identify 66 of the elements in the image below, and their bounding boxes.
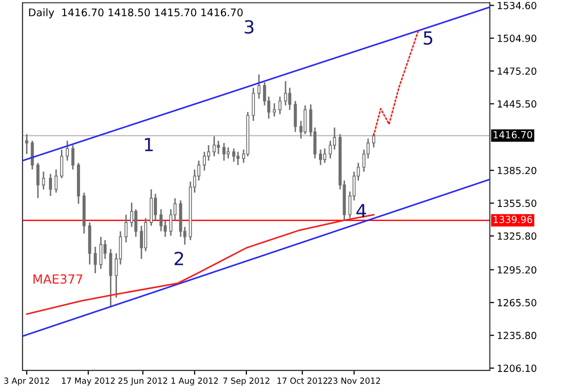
candlestick bbox=[159, 208, 163, 232]
y-tick-label: 1355.50 bbox=[498, 200, 536, 207]
candlestick bbox=[140, 225, 143, 260]
candlestick bbox=[288, 87, 292, 111]
candlestick bbox=[36, 162, 40, 199]
y-tick-label: 1534.60 bbox=[498, 2, 536, 10]
candlestick bbox=[212, 136, 216, 157]
candlestick bbox=[323, 148, 326, 164]
candlestick bbox=[272, 102, 276, 118]
annotation: 2 bbox=[174, 252, 183, 266]
y-tick-label: 1265.50 bbox=[498, 299, 536, 306]
annotation: 5 bbox=[424, 31, 432, 45]
x-tick-label: 23 Nov 2012 bbox=[328, 378, 380, 384]
candlestick bbox=[94, 246, 97, 274]
candlestick bbox=[60, 148, 64, 180]
candlestick bbox=[42, 170, 46, 190]
candlestick bbox=[134, 208, 138, 238]
candlestick bbox=[232, 148, 236, 162]
x-tick-label: 1 Aug 2012 bbox=[171, 378, 218, 386]
candlestick bbox=[304, 104, 307, 135]
candlestick bbox=[71, 144, 74, 170]
candlestick bbox=[332, 126, 336, 150]
candlestick bbox=[124, 214, 128, 244]
annotation: 1 bbox=[144, 138, 153, 152]
text: Daily 1416.70 1418.50 1415.70 1416.70 bbox=[29, 8, 243, 18]
candlestick bbox=[257, 74, 260, 100]
candlestick bbox=[202, 151, 206, 172]
candlestick bbox=[236, 151, 240, 166]
candlestick bbox=[207, 144, 210, 162]
y-tick-label: 1235.80 bbox=[498, 332, 536, 340]
x-tick-label: 3 Apr 2012 bbox=[4, 378, 49, 386]
candlestick bbox=[222, 142, 226, 162]
x-tick-label: 25 Jun 2012 bbox=[118, 378, 168, 386]
y-tick-label: 1295.20 bbox=[498, 266, 536, 274]
candlestick bbox=[30, 140, 34, 170]
candlestick bbox=[25, 133, 28, 155]
candlestick bbox=[154, 193, 157, 221]
candlestick bbox=[252, 87, 255, 122]
series-label: MAE377 bbox=[34, 274, 82, 284]
x-tick-label: 17 Oct 2012 bbox=[277, 378, 328, 384]
y-tick-label: 1445.50 bbox=[498, 100, 536, 108]
candlestick bbox=[54, 168, 58, 194]
annotation: 3 bbox=[244, 20, 254, 34]
ref-line-label: 1416.70 bbox=[494, 131, 532, 138]
candlestick bbox=[328, 140, 332, 160]
y-tick-label: 1325.80 bbox=[498, 232, 536, 240]
candlestick bbox=[372, 132, 376, 148]
candlestick bbox=[278, 96, 282, 115]
candlestick bbox=[318, 148, 322, 166]
ref-line-label: 1339.96 bbox=[494, 216, 532, 224]
candlestick bbox=[216, 140, 220, 155]
candlestick bbox=[294, 100, 297, 133]
candlestick bbox=[99, 236, 102, 270]
annotation: 4 bbox=[356, 204, 366, 218]
candlestick bbox=[109, 248, 112, 308]
y-tick-label: 1206.10 bbox=[498, 364, 536, 372]
candlestick bbox=[130, 202, 134, 228]
y-tick-label: 1385.20 bbox=[498, 166, 536, 174]
y-tick-label: 1475.20 bbox=[498, 67, 536, 75]
candlestick bbox=[284, 80, 288, 106]
candlestick bbox=[226, 146, 230, 160]
candlestick bbox=[48, 173, 52, 197]
x-tick-label: 17 May 2012 bbox=[62, 378, 115, 386]
candlestick bbox=[66, 140, 69, 162]
y-tick-label: 1504.90 bbox=[498, 34, 536, 42]
x-tick-label: 7 Sep 2012 bbox=[223, 378, 270, 386]
